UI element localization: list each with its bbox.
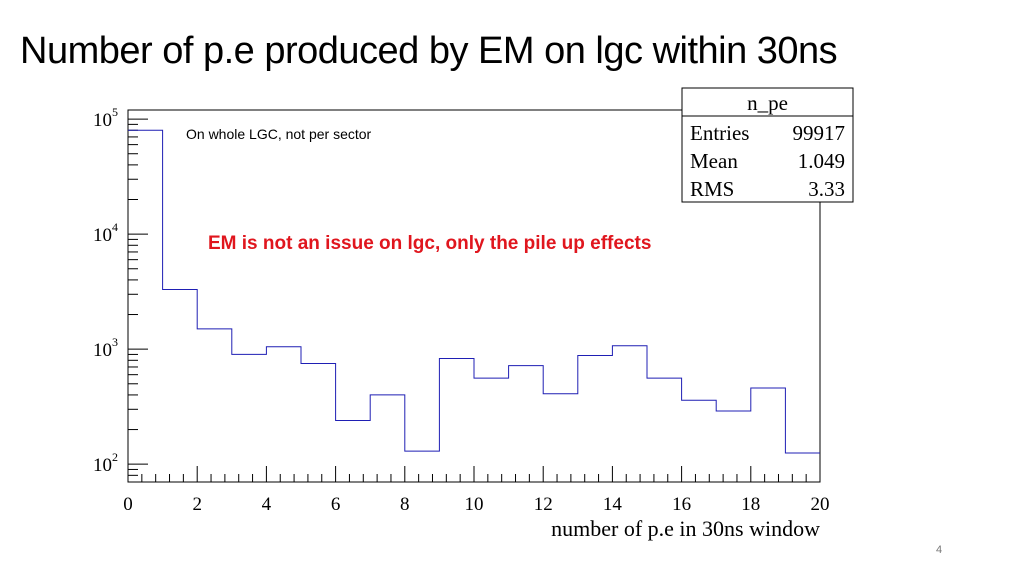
stats-row-value: 3.33	[808, 177, 845, 201]
x-tick-label: 2	[192, 494, 202, 515]
y-tick-label: 10 2	[93, 450, 118, 476]
y-tick-base: 10	[93, 110, 112, 131]
x-tick-label: 6	[331, 494, 341, 515]
stats-box-name: n_pe	[747, 91, 788, 115]
page-number: 4	[936, 544, 943, 556]
stats-row: Mean 1.049	[690, 149, 845, 173]
y-tick-exponent: 3	[112, 335, 118, 349]
x-tick-label: 20	[811, 494, 830, 515]
stats-row-value: 1.049	[798, 149, 845, 173]
y-tick-label: 10 3	[93, 335, 118, 361]
emphasis-text: EM is not an issue on lgc, only the pile…	[208, 233, 651, 254]
x-tick-label: 0	[123, 494, 133, 515]
stats-row-label: Entries	[690, 121, 749, 145]
y-tick-label: 10 5	[93, 105, 118, 131]
histogram-step-line	[128, 129, 820, 454]
stats-row: Entries 99917	[690, 121, 845, 145]
y-tick-exponent: 5	[112, 105, 118, 119]
x-tick-label: 18	[741, 494, 760, 515]
stats-row-label: RMS	[690, 177, 734, 201]
slide-title: Number of p.e produced by EM on lgc with…	[20, 30, 838, 72]
x-tick-label: 16	[672, 494, 691, 515]
stats-row-label: Mean	[690, 149, 738, 173]
stats-rows: Entries 99917 Mean 1.049 RMS 3.33	[690, 121, 845, 201]
x-tick-labels: 0 2 4 6 8 10 12 14 16 18 20	[123, 494, 829, 515]
y-tick-label: 10 4	[93, 220, 118, 246]
y-tick-base: 10	[93, 455, 112, 476]
y-tick-exponent: 2	[112, 450, 118, 464]
x-tick-label: 12	[534, 494, 553, 515]
y-tick-base: 10	[93, 340, 112, 361]
y-tick-base: 10	[93, 225, 112, 246]
stats-row-value: 99917	[793, 121, 846, 145]
x-tick-label: 8	[400, 494, 410, 515]
major-ticks	[127, 118, 821, 482]
stats-box: n_pe Entries 99917 Mean 1.049 RMS 3.33	[681, 87, 854, 203]
y-tick-exponent: 4	[112, 220, 118, 234]
minor-ticks	[128, 123, 807, 483]
x-tick-label: 4	[262, 494, 272, 515]
stats-row: RMS 3.33	[690, 177, 845, 201]
x-axis-title: number of p.e in 30ns window	[551, 516, 820, 541]
x-tick-label: 10	[465, 494, 484, 515]
x-tick-label: 14	[603, 494, 623, 515]
note-whole-lgc: On whole LGC, not per sector	[186, 126, 372, 142]
stats-box-frame	[681, 87, 854, 203]
